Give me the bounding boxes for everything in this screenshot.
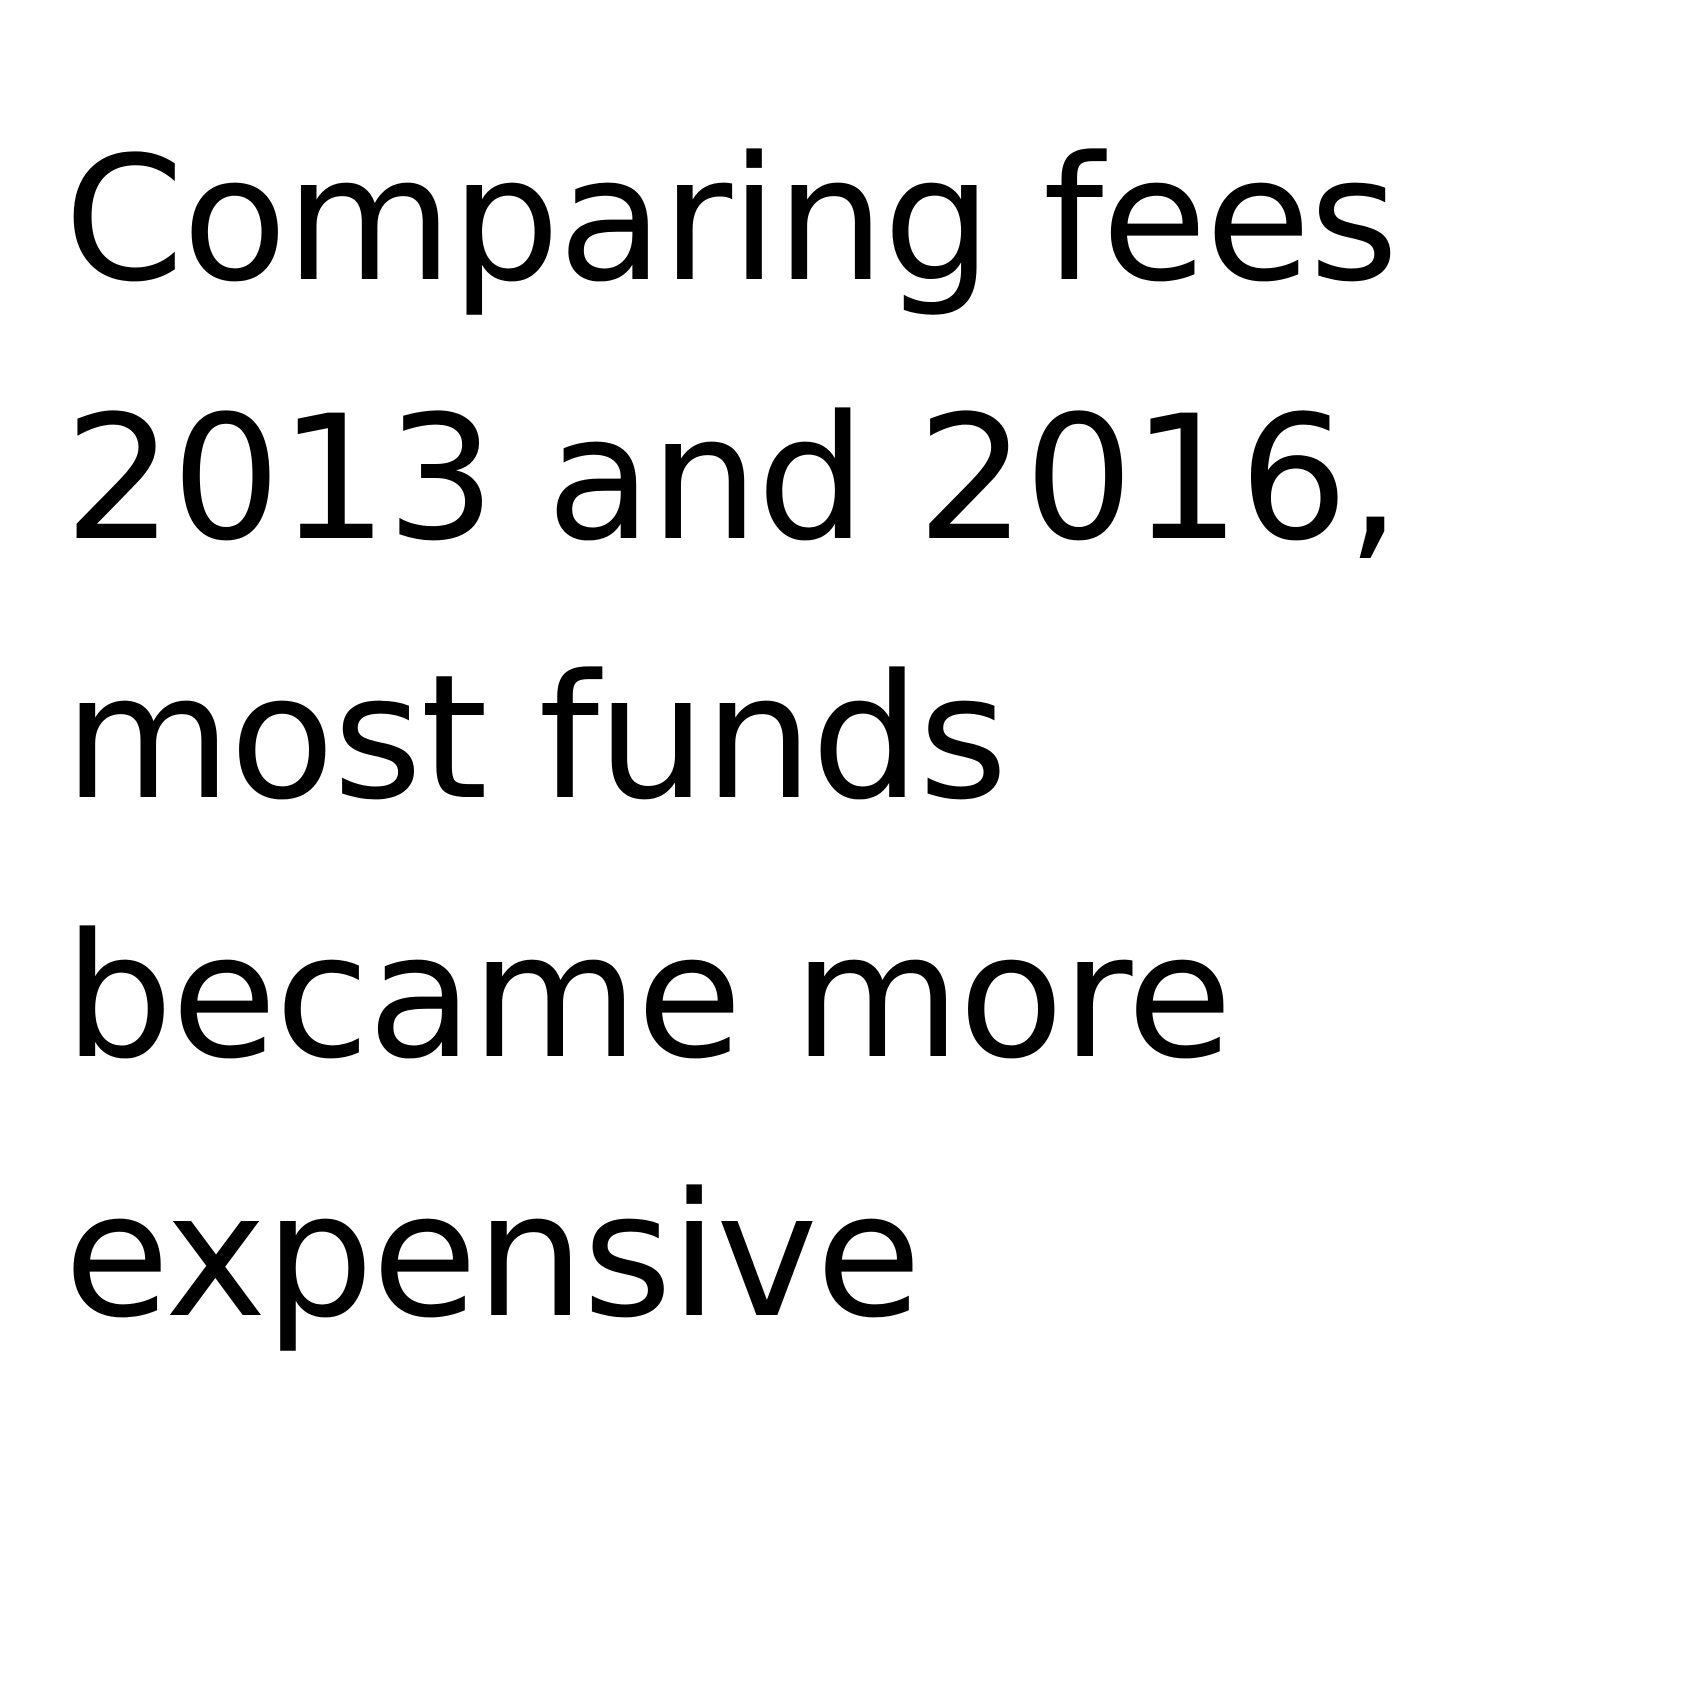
headline-line-5: expensive [64,1155,922,1356]
headline-line-2: 2013 and 2016, [64,378,1401,579]
headline-text: Comparing fees 2013 and 2016, most funds… [64,90,1664,1385]
headline-line-1: Comparing fees [64,119,1399,320]
headline-line-3: most funds [64,637,1008,838]
headline-line-4: became more [64,896,1233,1097]
